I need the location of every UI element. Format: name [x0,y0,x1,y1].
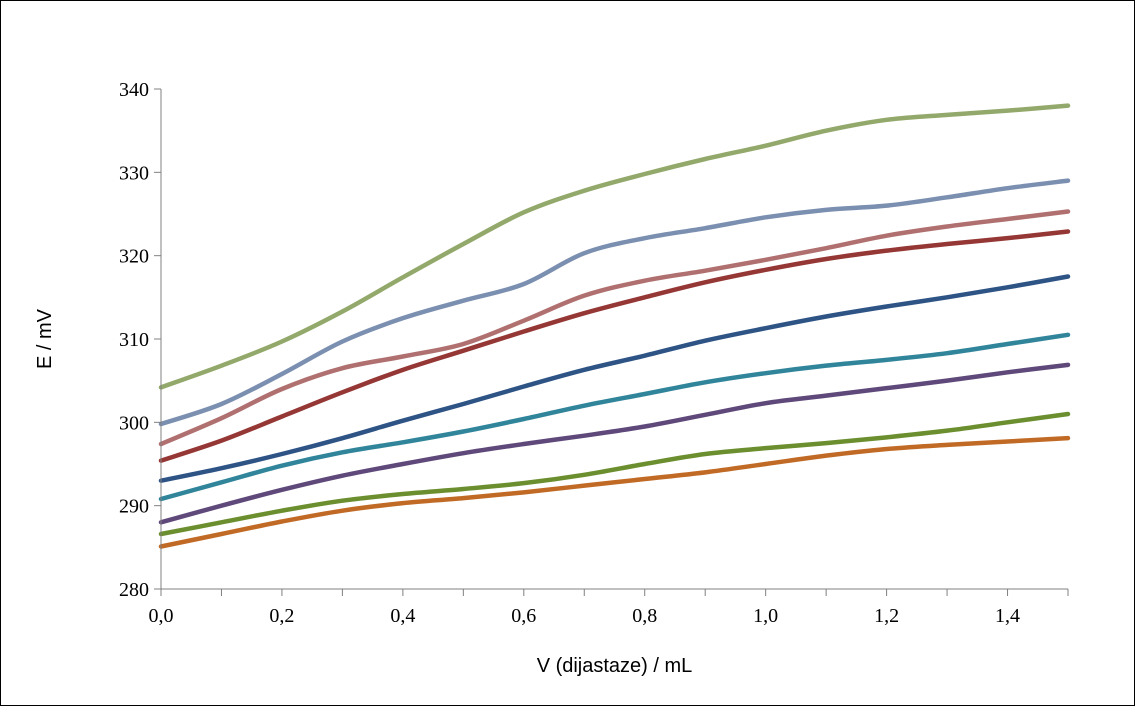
x-axis-title: V (dijastaze) / mL [537,655,693,677]
y-axis-title: E / mV [34,308,56,369]
x-tick-label: 0,6 [511,605,536,627]
y-tick-label: 280 [119,579,149,601]
x-tick-label: 1,4 [995,605,1020,627]
y-tick-label: 310 [119,329,149,351]
series-line-4 [158,229,1071,463]
series-line-2 [158,178,1071,427]
x-tick-label: 1,0 [753,605,778,627]
series-line-1 [158,103,1071,390]
y-tick-label: 340 [119,79,149,101]
x-tick-label: 0,0 [149,605,174,627]
series-line-3 [158,209,1071,447]
y-tick-label: 290 [119,496,149,518]
series-line-8 [158,411,1071,537]
series-line-7 [158,362,1071,525]
x-tick-label: 0,4 [390,605,415,627]
y-tick-label: 300 [119,412,149,434]
y-tick-label: 330 [119,162,149,184]
x-tick-label: 1,2 [874,605,899,627]
series-line-6 [158,332,1071,502]
y-axis-ticks: 280 290 300 310 320 330 340 [119,79,161,601]
x-tick-label: 0,8 [632,605,657,627]
x-tick-label: 0,2 [269,605,294,627]
x-axis-ticks: 0,0 0,2 0,4 0,6 0,8 1,0 1,2 1,4 [149,589,1069,627]
series-line-9 [158,435,1071,549]
y-tick-label: 320 [119,246,149,268]
series-line-5 [158,274,1071,483]
series-layer [158,103,1071,549]
